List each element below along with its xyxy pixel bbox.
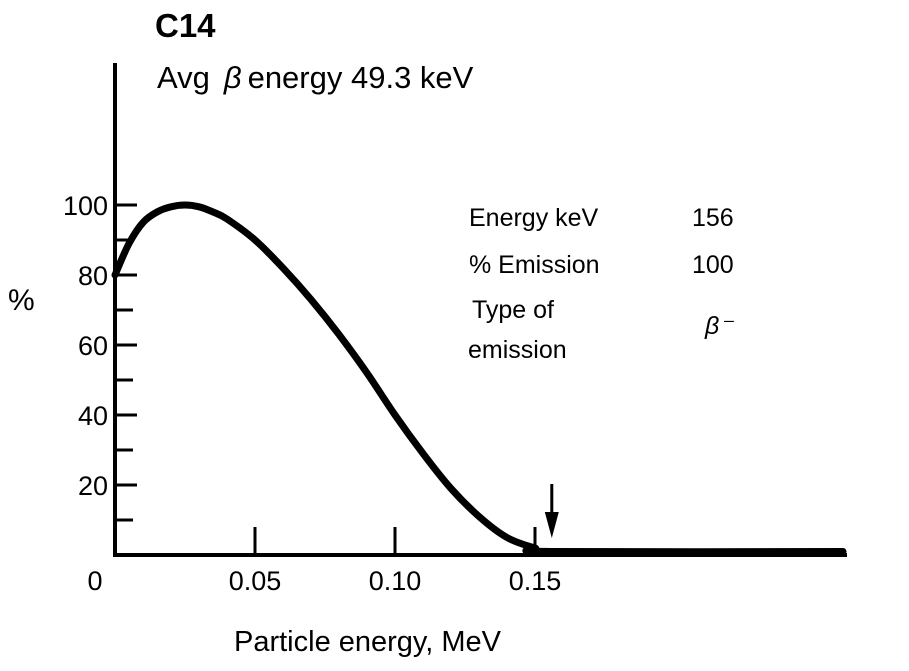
info-type-value: β⁻ <box>704 312 734 340</box>
chart-subtitle: Avg β energy 49.3 keV <box>157 60 474 95</box>
info-type-label: Type of <box>472 296 554 324</box>
info-energy-label: Energy keV <box>469 204 599 232</box>
y-axis-tick-labels: 20 40 60 80 100 <box>63 191 108 501</box>
x-tick-label: 0.10 <box>369 566 422 596</box>
y-tick-label: 40 <box>78 401 108 431</box>
x-tick-label: 0 <box>87 566 102 596</box>
subtitle-prefix: Avg <box>157 60 210 95</box>
x-axis-tick-labels: 0 0.05 0.10 0.15 <box>87 566 561 596</box>
y-tick-label: 60 <box>78 331 108 361</box>
info-energy-value: 156 <box>692 204 734 232</box>
subtitle-suffix: energy 49.3 keV <box>248 60 474 95</box>
info-emission-value: 100 <box>692 251 734 279</box>
y-tick-label: 20 <box>78 471 108 501</box>
y-axis-label: % <box>8 284 35 317</box>
y-tick-label: 80 <box>78 261 108 291</box>
x-tick-label: 0.15 <box>509 566 562 596</box>
series-line <box>111 201 847 556</box>
x-axis-label: Particle energy, MeV <box>234 626 502 658</box>
chart-title: C14 <box>155 7 216 44</box>
subtitle-beta-symbol: β <box>223 60 242 95</box>
endpoint-arrow-icon <box>544 484 559 538</box>
emission-info-table: Energy keV 156 % Emission 100 Type of em… <box>468 204 734 364</box>
info-type-label-2: emission <box>468 336 567 364</box>
x-tick-label: 0.05 <box>229 566 282 596</box>
y-axis-ticks <box>115 203 137 522</box>
y-tick-label: 100 <box>63 191 108 221</box>
info-emission-label: % Emission <box>469 251 600 279</box>
